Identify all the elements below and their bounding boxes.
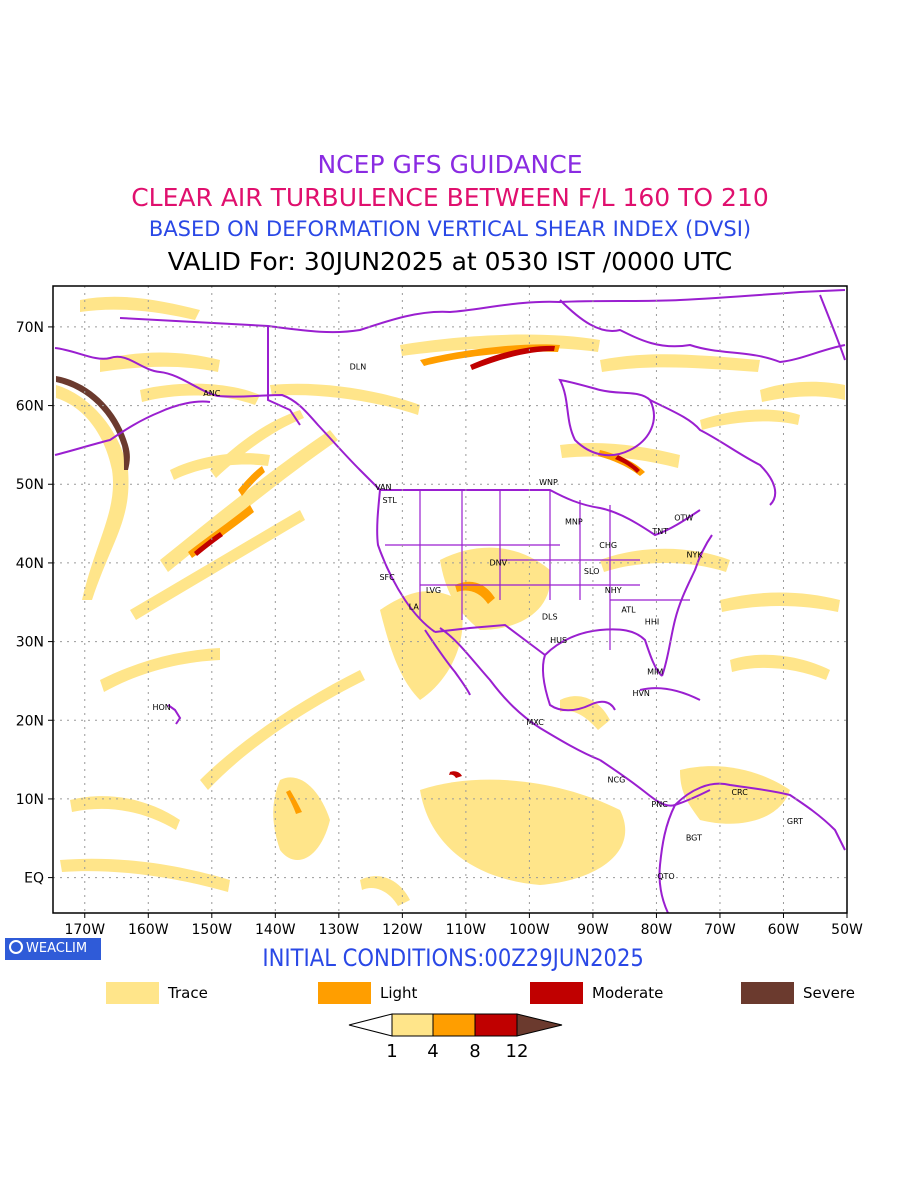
station-label-la: LA <box>409 602 420 611</box>
lon-tick-label: 130W <box>319 922 360 938</box>
station-label-mxc: MXC <box>526 718 544 727</box>
station-label-chg: CHG <box>599 541 617 550</box>
central-america <box>599 759 711 807</box>
geographic-boundaries <box>54 289 846 913</box>
axis-ticks <box>48 326 848 918</box>
lon-tick-label: 100W <box>509 922 550 938</box>
legend-swatch-trace <box>106 982 159 1004</box>
lon-tick-label: 50W <box>831 922 863 938</box>
legend-label-light: Light <box>380 984 418 1002</box>
lat-tick-label: 10N <box>16 792 44 808</box>
latitude-axis: 70N 60N 50N 40N 30N 20N 10N EQ <box>16 320 44 887</box>
lat-tick-label: EQ <box>24 871 44 887</box>
arctic-coast <box>119 289 846 334</box>
lat-tick-label: 60N <box>16 399 44 415</box>
weaclim-logo-icon <box>9 940 23 954</box>
trace-areas <box>56 296 845 906</box>
lon-tick-label: 90W <box>577 922 609 938</box>
legend-swatch-light <box>318 982 371 1004</box>
station-labels: ANC DLN VAN STL WNP MNP OTW TNT CHG NYK DNV SFC LVG S… <box>152 362 803 881</box>
station-label-van: VAN <box>375 483 391 492</box>
station-label-hvn: HVN <box>632 689 649 698</box>
station-label-dls: DLS <box>542 613 558 622</box>
lon-tick-label: 140W <box>255 922 296 938</box>
station-label-qto: QTO <box>657 872 674 881</box>
us-canada-border <box>380 489 701 537</box>
station-label-hus: HUS <box>550 636 567 645</box>
severe-areas <box>56 376 130 470</box>
station-label-crc: CRC <box>731 788 748 797</box>
legend-swatch-moderate <box>530 982 583 1004</box>
lon-tick-label: 60W <box>768 922 800 938</box>
station-label-wnp: WNP <box>539 478 558 487</box>
mexico-west-coast <box>439 627 601 761</box>
station-label-anc: ANC <box>203 389 220 398</box>
station-label-mim: MIM <box>647 668 663 677</box>
station-label-otw: OTW <box>674 513 693 522</box>
map-frame <box>52 285 848 914</box>
south-america-west <box>658 804 676 913</box>
weaclim-label: WEACLIM <box>26 941 88 956</box>
station-label-nyk: NYK <box>686 550 703 559</box>
labrador-coast <box>649 399 777 506</box>
legend-label-severe: Severe <box>803 984 855 1002</box>
station-label-hon: HON <box>152 703 170 712</box>
lat-tick-label: 50N <box>16 477 44 493</box>
title-method: BASED ON DEFORMATION VERTICAL SHEAR INDE… <box>148 217 752 241</box>
canada-arctic-islands <box>559 299 846 364</box>
legend-label-moderate: Moderate <box>592 984 664 1002</box>
lon-tick-label: 120W <box>382 922 423 938</box>
lat-tick-label: 30N <box>16 635 44 651</box>
initial-conditions: INITIAL CONDITIONS:00Z29JUN2025 <box>262 944 644 972</box>
us-east-coast <box>661 534 713 677</box>
moderate-areas <box>194 345 640 778</box>
cuba <box>639 687 701 701</box>
lon-tick-label: 80W <box>641 922 673 938</box>
station-label-stl: STL <box>382 496 397 505</box>
station-label-atl: ATL <box>621 605 636 614</box>
station-label-dln: DLN <box>350 362 367 371</box>
legend-label-trace: Trace <box>168 984 208 1002</box>
weaclim-badge[interactable]: WEACLIM <box>5 938 101 960</box>
longitude-axis: 170W 160W 150W 140W 130W 120W 110W 100W 90W 80W 70… <box>64 922 863 938</box>
station-label-pnc: PNC <box>651 800 668 809</box>
legend-swatch-severe <box>741 982 794 1004</box>
station-label-hhi: HHI <box>645 617 659 626</box>
south-america-north <box>674 782 846 851</box>
lon-tick-label: 150W <box>192 922 233 938</box>
hawaii <box>167 704 182 725</box>
lon-tick-label: 70W <box>704 922 736 938</box>
us-states-grid <box>385 490 690 650</box>
title-product: CLEAR AIR TURBULENCE BETWEEN F/L 160 TO … <box>131 183 769 212</box>
station-label-slo: SLO <box>584 567 600 576</box>
station-label-tnt: TNT <box>651 527 668 536</box>
station-label-nhy: NHY <box>605 586 622 595</box>
mexico-gulf-coast <box>541 654 616 712</box>
lon-tick-label: 110W <box>446 922 487 938</box>
station-label-mnp: MNP <box>565 517 583 526</box>
us-mexico-border <box>434 623 546 656</box>
lon-tick-label: 160W <box>128 922 169 938</box>
alaska-west-coast <box>54 400 211 456</box>
greenland <box>819 294 846 361</box>
station-label-sfc: SFC <box>379 573 395 582</box>
station-label-lvg: LVG <box>426 586 441 595</box>
lat-tick-label: 20N <box>16 713 44 729</box>
station-label-grt: GRT <box>787 817 803 826</box>
baja-california <box>424 629 471 696</box>
station-label-dnv: DNV <box>489 558 507 567</box>
lat-tick-label: 40N <box>16 556 44 572</box>
hudson-bay <box>558 378 655 457</box>
lon-tick-label: 170W <box>64 922 105 938</box>
station-label-bgt: BGT <box>686 834 702 843</box>
station-label-ncg: NCG <box>608 775 626 784</box>
gulf-coast <box>544 628 663 677</box>
lat-tick-label: 70N <box>16 320 44 336</box>
alaska-canada-border <box>267 326 301 426</box>
turbulence-field <box>56 296 845 906</box>
title-model: NCEP GFS GUIDANCE <box>317 150 583 179</box>
alaska-coast <box>54 347 381 491</box>
title-valid-time: VALID For: 30JUN2025 at 0530 IST /0000 U… <box>167 247 733 276</box>
